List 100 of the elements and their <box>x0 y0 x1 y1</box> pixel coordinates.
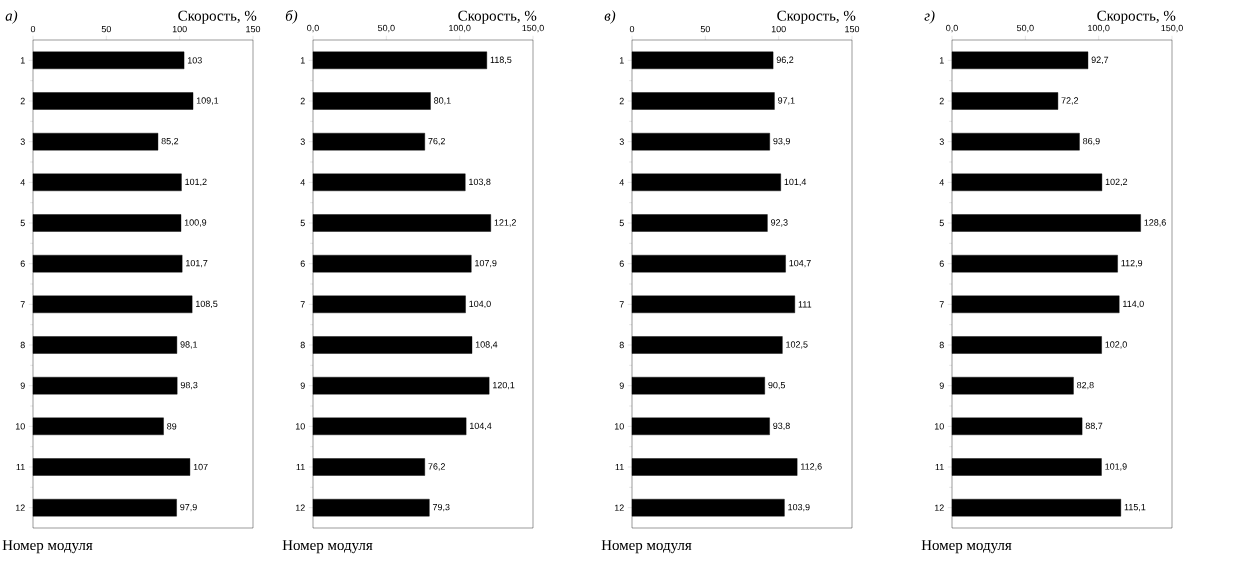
data-label: 101,4 <box>784 178 807 187</box>
y-tick-label: 5 <box>619 219 624 227</box>
y-tick-label: 1 <box>939 57 944 64</box>
y-tick-label: 10 <box>15 423 25 430</box>
chart-title: г) <box>924 10 935 24</box>
y-tick-label: 11 <box>615 463 624 471</box>
data-label: 88,7 <box>1085 422 1103 431</box>
x-axis-title: Скорость, % <box>458 10 537 24</box>
y-tick-label: 12 <box>934 504 944 511</box>
y-tick-label: 4 <box>619 179 624 186</box>
data-label: 109,1 <box>196 97 219 105</box>
data-label: 102,2 <box>1105 178 1128 187</box>
x-tick-label: 100,0 <box>449 24 471 33</box>
y-tick-label: 3 <box>619 138 624 145</box>
y-tick-label: 9 <box>619 382 624 389</box>
x-tick-label: 100 <box>172 25 187 33</box>
x-tick-label: 50,0 <box>377 24 395 33</box>
data-label: 118,5 <box>490 56 512 65</box>
data-label: 98,3 <box>180 381 198 390</box>
data-label: 85,2 <box>161 137 179 146</box>
x-tick-label: 150,0 <box>1161 24 1183 33</box>
y-tick-label: 8 <box>20 341 25 349</box>
y-tick-label: 12 <box>295 504 305 511</box>
x-tick-label: 0 <box>30 25 36 33</box>
y-tick-label: 12 <box>15 504 25 511</box>
x-tick-label: 50,0 <box>1016 24 1034 33</box>
data-label: 100,9 <box>184 219 207 227</box>
y-tick-label: 10 <box>614 423 624 430</box>
y-tick-label: 11 <box>296 463 305 471</box>
data-label: 108,5 <box>196 300 218 309</box>
data-label: 97,9 <box>180 503 197 512</box>
y-tick-label: 3 <box>300 138 305 145</box>
x-tick-label: 100,0 <box>1088 24 1110 33</box>
x-axis-title: Скорость, % <box>1097 10 1176 24</box>
data-label: 104,7 <box>789 259 811 268</box>
y-tick-label: 9 <box>20 382 25 389</box>
data-label: 103,9 <box>788 503 810 512</box>
data-label: 104,4 <box>470 422 492 431</box>
y-tick-label: 1 <box>300 57 305 64</box>
y-tick-label: 6 <box>939 260 944 267</box>
y-tick-label: 6 <box>300 260 305 267</box>
y-tick-label: 1 <box>619 57 624 64</box>
data-label: 82,8 <box>1077 381 1094 390</box>
x-tick-label: 0,0 <box>946 24 958 33</box>
y-tick-label: 7 <box>619 301 624 308</box>
y-tick-label: 8 <box>939 341 944 349</box>
data-label: 97,1 <box>778 97 795 105</box>
data-label: 107,9 <box>475 259 497 268</box>
y-tick-label: 8 <box>619 341 624 349</box>
y-tick-label: 2 <box>300 97 305 105</box>
y-axis-title: Номер модуля <box>282 540 373 554</box>
data-label: 121,2 <box>494 219 516 227</box>
chart-title: б) <box>285 9 298 24</box>
data-label: 101,9 <box>1105 463 1127 471</box>
y-tick-label: 2 <box>619 97 624 105</box>
data-label: 114,0 <box>1123 300 1144 309</box>
y-tick-label: 11 <box>16 463 25 471</box>
data-label: 112,6 <box>801 463 822 471</box>
data-label: 79,3 <box>432 503 450 512</box>
y-tick-label: 2 <box>939 97 944 105</box>
data-label: 107 <box>193 463 208 471</box>
data-label: 120,1 <box>493 381 515 390</box>
data-label: 103 <box>187 57 202 64</box>
x-axis-title: Скорость, % <box>777 10 856 24</box>
chart-title: в) <box>604 10 616 24</box>
data-label: 80,1 <box>434 97 451 105</box>
x-tick-label: 100 <box>771 25 786 33</box>
data-label: 76,2 <box>428 137 445 146</box>
x-tick-label: 50 <box>101 25 111 33</box>
data-label: 96,2 <box>776 56 794 65</box>
y-axis-title: Номер модуля <box>921 540 1012 554</box>
data-label: 101,7 <box>186 259 208 268</box>
y-tick-label: 10 <box>934 423 944 430</box>
y-axis-title: Номер модуля <box>2 540 93 554</box>
y-tick-label: 4 <box>20 179 25 186</box>
data-label: 104,0 <box>469 300 491 309</box>
y-tick-label: 5 <box>939 219 944 227</box>
chart-title: a) <box>5 10 18 24</box>
data-label: 72,2 <box>1061 97 1079 105</box>
y-tick-label: 9 <box>300 382 305 389</box>
y-tick-label: 9 <box>939 382 944 389</box>
data-label: 115,1 <box>1124 504 1146 512</box>
data-label: 92,7 <box>1091 56 1109 65</box>
y-tick-label: 6 <box>619 260 624 267</box>
data-label: 103,8 <box>469 178 491 187</box>
x-tick-label: 0 <box>629 25 635 33</box>
y-tick-label: 7 <box>20 301 25 308</box>
y-axis-title: Номер модуля <box>601 540 692 554</box>
y-tick-label: 2 <box>20 97 25 105</box>
data-label: 102,5 <box>786 341 808 349</box>
data-label: 93,9 <box>773 137 790 146</box>
y-tick-label: 5 <box>300 219 305 227</box>
y-tick-label: 8 <box>300 341 305 349</box>
y-tick-label: 5 <box>20 219 25 227</box>
x-axis-title: Скорость, % <box>178 10 257 24</box>
y-tick-label: 4 <box>300 179 305 186</box>
y-tick-label: 10 <box>295 423 305 430</box>
data-label: 86,9 <box>1083 137 1100 146</box>
x-tick-label: 150,0 <box>522 24 544 33</box>
data-label: 92,3 <box>771 219 788 227</box>
